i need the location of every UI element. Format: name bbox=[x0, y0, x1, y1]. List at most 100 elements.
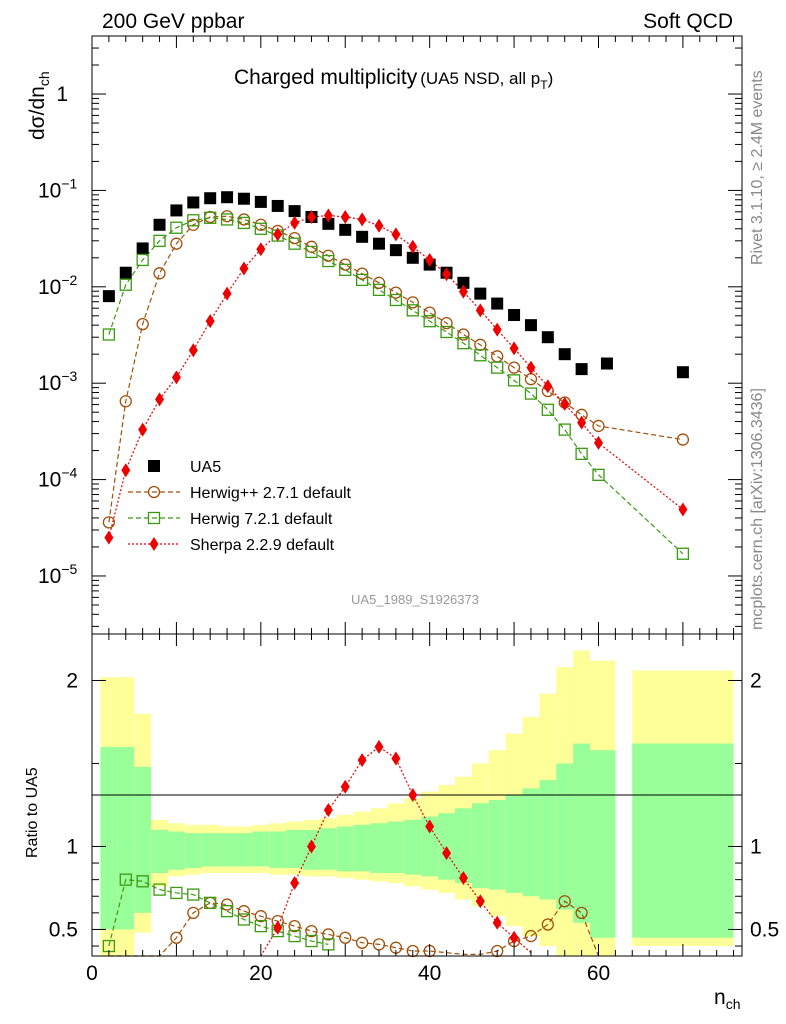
herwig7-ratio-line bbox=[108, 879, 329, 947]
sherpa-point bbox=[340, 209, 350, 224]
data-point bbox=[676, 366, 689, 379]
legend-label-herwig7: Herwig 7.2.1 default bbox=[190, 511, 333, 528]
band-inner bbox=[488, 799, 506, 890]
herwig7-point bbox=[423, 315, 436, 328]
data-point bbox=[508, 308, 521, 321]
herwigpp-ratio-point bbox=[406, 944, 419, 958]
sherpa-point bbox=[391, 227, 401, 242]
data-point bbox=[389, 244, 402, 257]
band-inner bbox=[404, 819, 422, 875]
sherpa-ratio-point bbox=[391, 751, 401, 766]
herwigpp-ratio-point bbox=[541, 918, 554, 931]
herwig7-ratio-point bbox=[237, 913, 251, 926]
herwig7-point bbox=[575, 447, 588, 460]
data-point bbox=[558, 348, 571, 361]
sherpa-ratio-point bbox=[425, 819, 435, 834]
band-inner bbox=[632, 743, 734, 938]
herwig7-point bbox=[288, 237, 301, 250]
herwigpp-ratio-point bbox=[254, 910, 267, 923]
ratio-ytick-label-left: 1 bbox=[66, 835, 78, 858]
band-inner bbox=[522, 788, 540, 897]
top-ticks: 10−5 10−4 10−3 10−2 10−1 1 bbox=[38, 35, 742, 634]
data-point bbox=[457, 276, 470, 289]
ratio-ytick-label-right: 0.5 bbox=[750, 918, 779, 941]
herwig7-point bbox=[676, 547, 690, 560]
herwig7-ratio-point bbox=[254, 919, 267, 933]
xtick-label: 40 bbox=[418, 962, 441, 985]
herwigpp-ratio-point bbox=[220, 898, 234, 911]
analysis-watermark: UA5_1989_S1926373 bbox=[351, 592, 479, 607]
herwigpp-point bbox=[423, 306, 436, 319]
band-inner bbox=[201, 833, 219, 867]
herwigpp-point bbox=[592, 419, 605, 433]
herwigpp-point bbox=[102, 516, 116, 529]
herwigpp-ratio-point bbox=[237, 905, 251, 918]
herwigpp-ratio-point bbox=[170, 931, 183, 944]
ratio-bands bbox=[100, 650, 734, 956]
herwigpp-point bbox=[355, 267, 369, 280]
sherpa-point bbox=[273, 227, 283, 242]
sherpa-point bbox=[577, 415, 587, 430]
sherpa-point bbox=[543, 379, 553, 394]
sherpa-point bbox=[121, 463, 131, 478]
data-point bbox=[221, 191, 234, 204]
herwig7-point bbox=[170, 221, 183, 234]
herwig7-ratio-point bbox=[119, 873, 132, 886]
herwig7-point bbox=[254, 222, 267, 235]
herwig7-ratio-point bbox=[153, 883, 166, 896]
top-ylabel: dσ/dnch bbox=[26, 71, 52, 140]
sherpa-ratio-point bbox=[475, 894, 485, 909]
herwig7-point bbox=[541, 403, 554, 416]
ratio-series-layer bbox=[102, 739, 600, 958]
herwigpp-ratio-point bbox=[524, 929, 538, 943]
herwig7-ratio-point bbox=[322, 938, 335, 951]
band-inner bbox=[218, 833, 236, 867]
sherpa-ratio-point bbox=[374, 739, 384, 754]
band-inner bbox=[286, 829, 304, 869]
herwigpp-ratio-point bbox=[355, 936, 369, 949]
herwig7-point bbox=[474, 349, 487, 362]
herwigpp-point bbox=[457, 328, 470, 341]
band-inner bbox=[319, 828, 337, 870]
sherpa-point bbox=[408, 239, 418, 254]
herwig7-point bbox=[406, 304, 419, 317]
herwig7-point bbox=[305, 245, 318, 259]
sherpa-ratio-point bbox=[492, 915, 502, 930]
sherpa-point bbox=[475, 303, 485, 318]
band-inner bbox=[252, 831, 270, 867]
herwig7-point bbox=[592, 468, 605, 481]
sherpa-ratio-point bbox=[290, 875, 300, 890]
top-ytick-label: 10−1 bbox=[38, 175, 78, 202]
xtick-label: 0 bbox=[86, 962, 98, 985]
herwigpp-point bbox=[153, 267, 166, 280]
ratio-ytick-label-left: 0.5 bbox=[49, 918, 78, 941]
band-inner bbox=[336, 826, 354, 872]
sherpa-ratio-point bbox=[357, 753, 367, 768]
herwig7-ratio-point bbox=[288, 929, 301, 943]
sherpa-ratio-point bbox=[323, 802, 333, 817]
data-point bbox=[288, 205, 301, 218]
herwig7-point bbox=[119, 278, 132, 291]
band-inner bbox=[167, 831, 185, 870]
herwigpp-point bbox=[440, 316, 453, 330]
herwigpp-ratio-point bbox=[372, 938, 386, 951]
band-inner bbox=[151, 829, 168, 874]
top-series-layer bbox=[102, 191, 690, 560]
top-ytick-label: 10−2 bbox=[38, 272, 78, 299]
sherpa-point bbox=[678, 502, 688, 517]
herwig7-point bbox=[153, 234, 166, 247]
data-point bbox=[187, 196, 200, 209]
chart-title-sub-end: ) bbox=[548, 69, 554, 88]
band-inner bbox=[134, 766, 152, 913]
band-inner bbox=[370, 823, 388, 874]
sherpa-point bbox=[509, 341, 519, 356]
sherpa-ratio-point bbox=[340, 779, 350, 794]
herwigpp-ratio-point bbox=[187, 906, 200, 919]
data-point bbox=[491, 297, 504, 310]
sherpa-point bbox=[526, 360, 536, 375]
chart-title-main: Charged multiplicity bbox=[234, 66, 418, 89]
legend-label-herwigpp: Herwig++ 2.7.1 default bbox=[190, 485, 352, 502]
data-point bbox=[119, 266, 132, 279]
band-inner bbox=[505, 795, 523, 893]
